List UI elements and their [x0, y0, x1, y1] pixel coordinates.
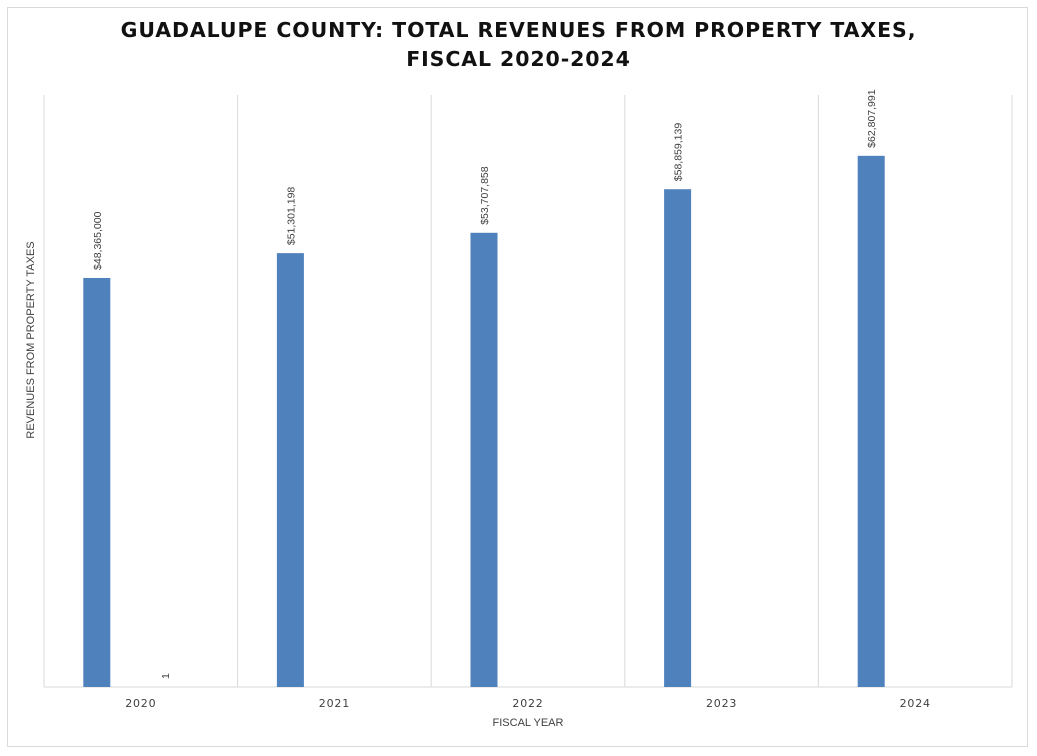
bar-2023 — [664, 189, 692, 687]
chart-title-line-1: GUADALUPE COUNTY: TOTAL REVENUES FROM PR… — [120, 18, 917, 42]
data-label-2022: $53,707,858 — [479, 166, 491, 225]
bar-2020 — [83, 277, 111, 687]
x-tick-2023: 2023 — [706, 697, 737, 710]
bar-2022 — [470, 232, 498, 687]
y-axis-title: REVENUES FROM PROPERTY TAXES — [25, 241, 37, 438]
bar-2024 — [857, 155, 885, 687]
data-label-2021: $51,301,198 — [285, 187, 297, 246]
bar-2021 — [276, 253, 304, 688]
x-tick-labels: 2020 2021 2022 2023 2024 — [125, 697, 931, 710]
x-axis-title: FISCAL YEAR — [493, 717, 564, 729]
bars — [83, 155, 885, 688]
data-label-2020-series-2: 1 — [160, 673, 172, 679]
data-label-2023: $58,859,139 — [673, 123, 685, 182]
chart-title: GUADALUPE COUNTY: TOTAL REVENUES FROM PR… — [0, 16, 1037, 74]
x-tick-2021: 2021 — [319, 697, 350, 710]
x-tick-2024: 2024 — [900, 697, 931, 710]
data-labels: $48,365,000 $51,301,198 $53,707,858 $58,859… — [92, 89, 878, 679]
data-label-2024: $62,807,991 — [866, 89, 878, 148]
x-tick-2020: 2020 — [125, 697, 156, 710]
gridlines — [43, 95, 1013, 687]
data-label-2020: $48,365,000 — [92, 211, 104, 270]
chart-title-line-2: FISCAL 2020-2024 — [406, 47, 631, 71]
x-tick-2022: 2022 — [512, 697, 543, 710]
